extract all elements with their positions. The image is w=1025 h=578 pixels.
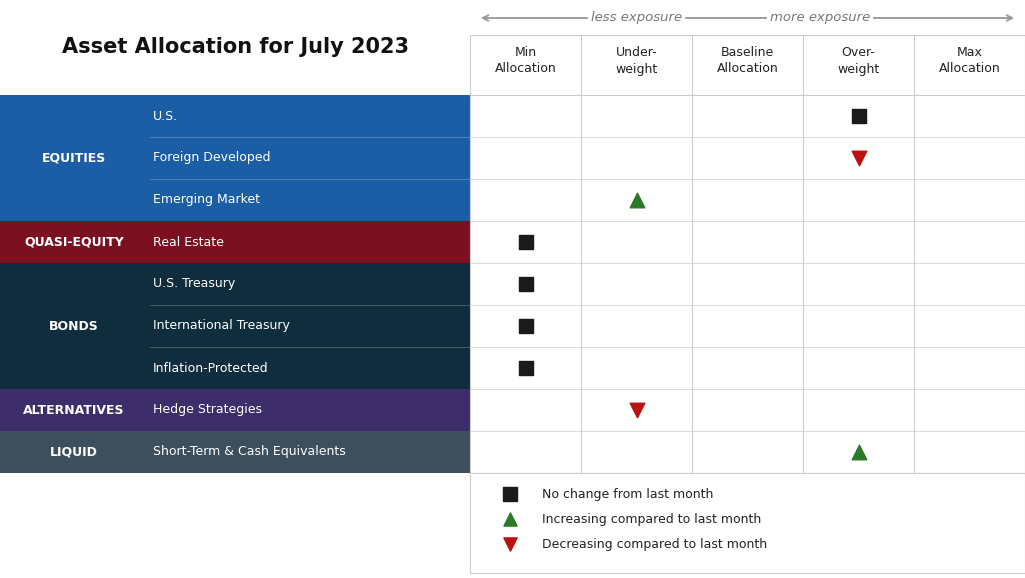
Text: more exposure: more exposure xyxy=(770,12,870,24)
Point xyxy=(851,153,867,162)
Text: Min
Allocation: Min Allocation xyxy=(495,46,557,76)
Text: BONDS: BONDS xyxy=(49,320,98,332)
Text: No change from last month: No change from last month xyxy=(542,488,713,501)
Text: Emerging Market: Emerging Market xyxy=(153,194,260,206)
Text: Decreasing compared to last month: Decreasing compared to last month xyxy=(542,538,767,551)
Text: Baseline
Allocation: Baseline Allocation xyxy=(716,46,778,76)
Point xyxy=(851,112,867,121)
Text: Foreign Developed: Foreign Developed xyxy=(153,151,271,165)
Point xyxy=(518,238,534,247)
Point xyxy=(502,490,519,499)
Point xyxy=(628,405,645,414)
Point xyxy=(851,447,867,457)
Bar xyxy=(470,473,1025,573)
Bar xyxy=(0,389,470,431)
Text: Short-Term & Cash Equivalents: Short-Term & Cash Equivalents xyxy=(153,446,345,458)
Text: U.S.: U.S. xyxy=(153,109,178,123)
Bar xyxy=(0,263,470,389)
Point xyxy=(518,279,534,288)
Text: QUASI-EQUITY: QUASI-EQUITY xyxy=(25,235,124,249)
Text: Max
Allocation: Max Allocation xyxy=(939,46,1000,76)
Point xyxy=(518,364,534,373)
Text: Increasing compared to last month: Increasing compared to last month xyxy=(542,513,762,526)
Text: Hedge Strategies: Hedge Strategies xyxy=(153,403,262,417)
Text: LIQUID: LIQUID xyxy=(50,446,98,458)
Bar xyxy=(0,431,470,473)
Text: ALTERNATIVES: ALTERNATIVES xyxy=(24,403,125,417)
Text: Asset Allocation for July 2023: Asset Allocation for July 2023 xyxy=(62,37,409,57)
Text: International Treasury: International Treasury xyxy=(153,320,290,332)
Text: Under-
weight: Under- weight xyxy=(615,46,658,76)
Point xyxy=(518,321,534,331)
Bar xyxy=(0,221,470,263)
Text: U.S. Treasury: U.S. Treasury xyxy=(153,277,236,291)
Point xyxy=(502,540,519,549)
Text: Real Estate: Real Estate xyxy=(153,235,223,249)
Text: Inflation-Protected: Inflation-Protected xyxy=(153,361,269,375)
Point xyxy=(628,195,645,205)
Text: EQUITIES: EQUITIES xyxy=(42,151,107,165)
Text: less exposure: less exposure xyxy=(591,12,682,24)
Bar xyxy=(0,95,470,221)
Point xyxy=(502,514,519,524)
Text: Over-
weight: Over- weight xyxy=(837,46,879,76)
